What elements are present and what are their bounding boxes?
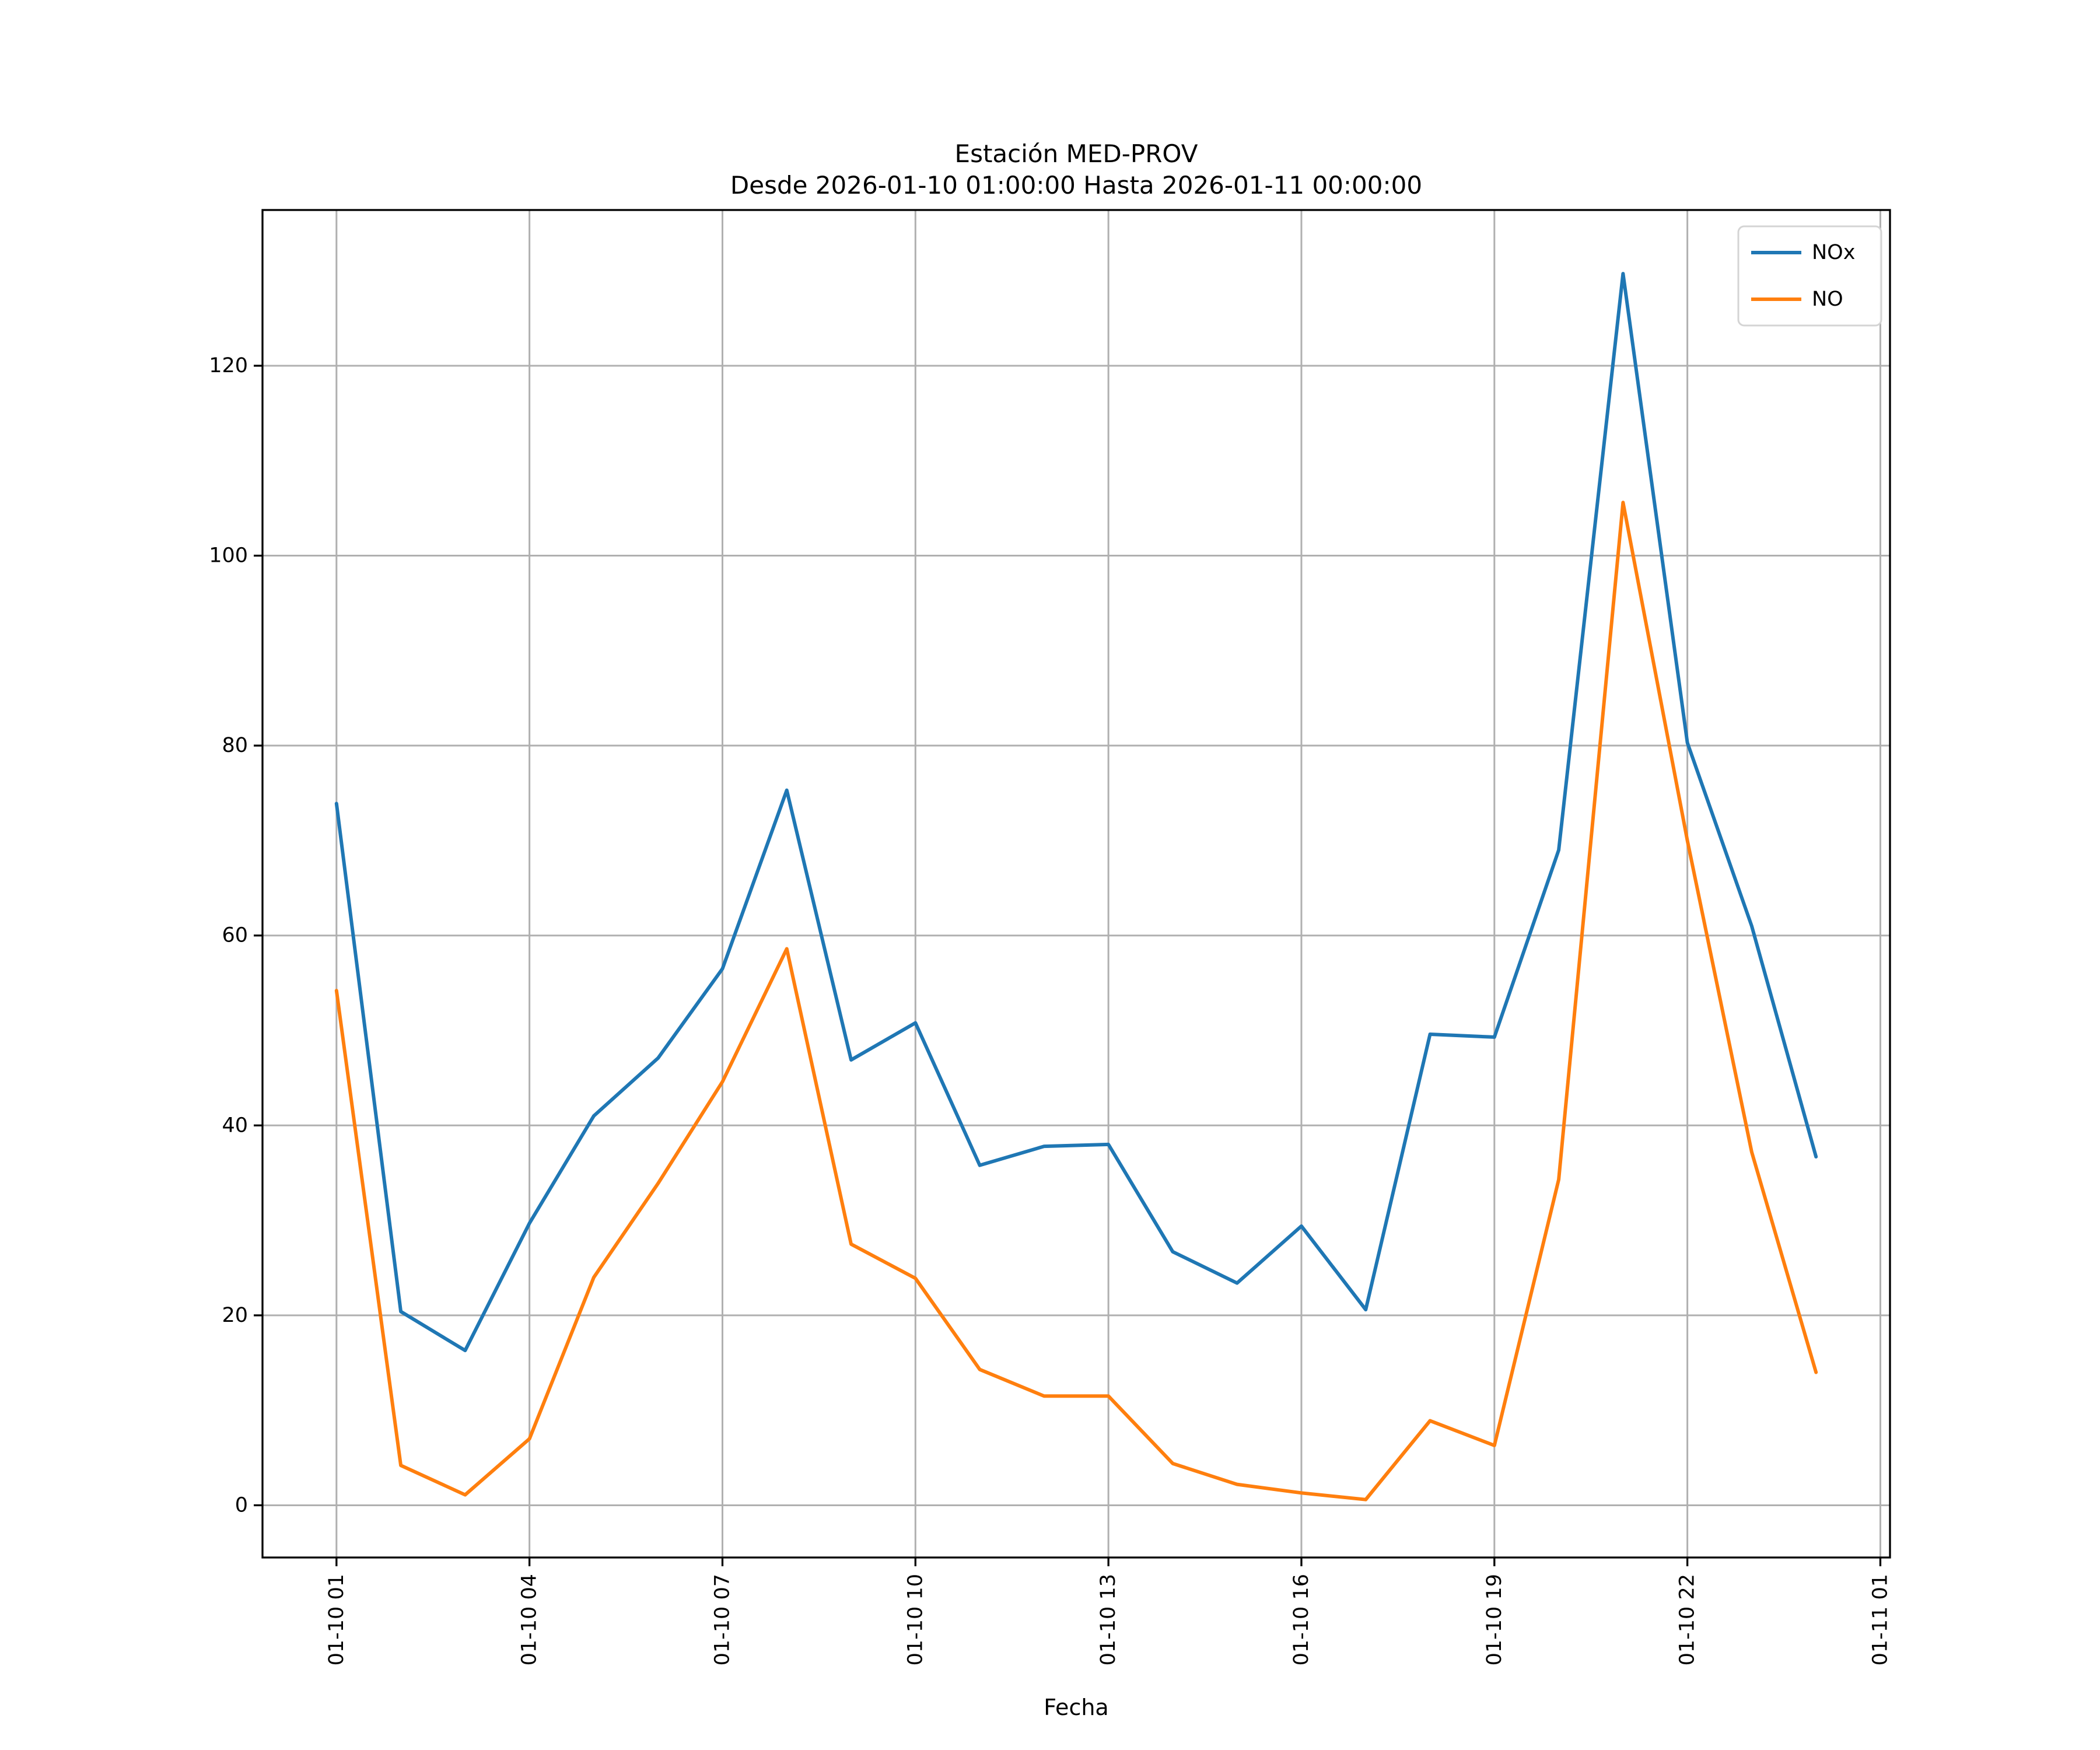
y-tick-label: 20 — [222, 1304, 248, 1327]
y-tick-label: 120 — [209, 354, 248, 377]
y-tick-label: 100 — [209, 544, 248, 568]
grid-layer — [262, 210, 1890, 1558]
x-axis-label: Fecha — [1044, 1695, 1108, 1720]
y-tick-label: 60 — [222, 924, 248, 947]
plot-border — [261, 209, 1891, 1559]
x-tick-label: 01-10 01 — [325, 1574, 348, 1665]
y-tick-label: 80 — [222, 734, 248, 757]
axes-layer: 01-10 01 01-10 04 01-10 07 01-10 10 01-10 13… — [209, 209, 1892, 1665]
x-tick-label: 01-10 07 — [710, 1574, 734, 1665]
legend-label-nox: NOx — [1812, 241, 1855, 264]
chart-subtitle: Desde 2026-01-10 01:00:00 Hasta 2026-01-… — [730, 171, 1422, 200]
chart-title: Estación MED-PROV — [955, 139, 1198, 168]
legend-layer: NOx NO — [1737, 225, 1882, 327]
x-tick-label: 01-11 01 — [1868, 1574, 1892, 1665]
y-tick-label: 40 — [222, 1114, 248, 1137]
x-tick-label: 01-10 22 — [1676, 1574, 1699, 1665]
x-tick-label: 01-10 19 — [1483, 1574, 1506, 1665]
x-tick-label: 01-10 13 — [1097, 1574, 1120, 1665]
legend-box — [1737, 225, 1882, 327]
y-tick-label: 0 — [235, 1493, 248, 1517]
x-tick-label: 01-10 16 — [1290, 1574, 1313, 1665]
series-line-nox — [334, 272, 1818, 1353]
legend-label-no: NO — [1812, 288, 1843, 311]
x-tick-label: 01-10 10 — [904, 1574, 927, 1665]
series-line-no — [334, 501, 1818, 1502]
series-layer — [334, 272, 1818, 1502]
x-tick-label: 01-10 04 — [518, 1574, 541, 1665]
